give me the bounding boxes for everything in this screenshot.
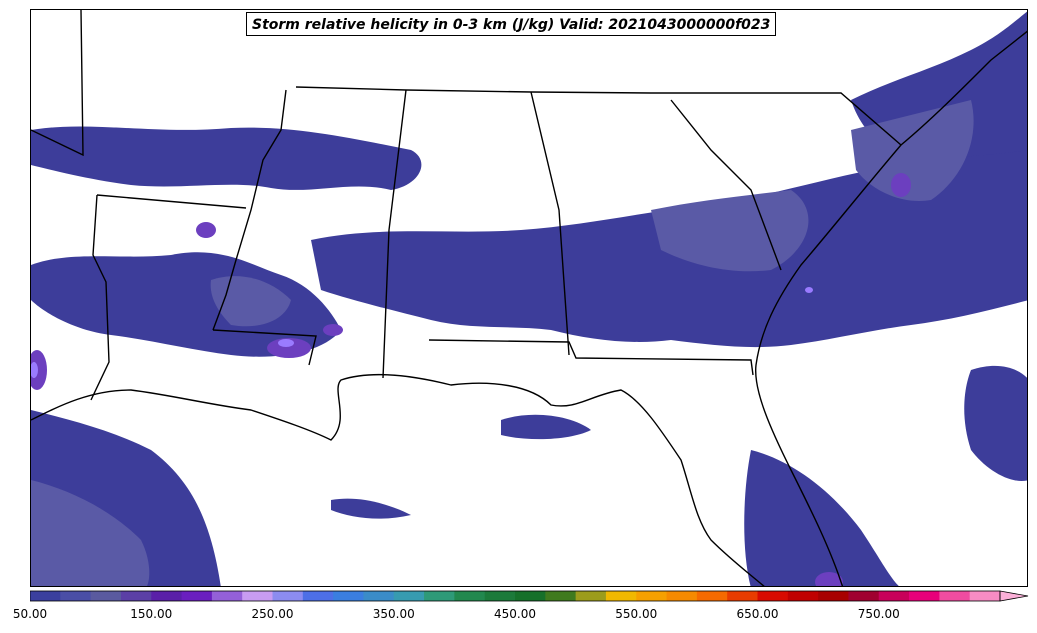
state-boundary-mississippi-alabama xyxy=(382,89,407,379)
helicity-region-atlantic-east xyxy=(964,365,1027,481)
state-boundary-tennessee-south xyxy=(295,86,731,94)
colorbar-tick-label: 750.00 xyxy=(857,607,900,621)
colorbar-swatch xyxy=(545,591,577,601)
helicity-region-gulf-central xyxy=(501,414,591,440)
helicity-peak-mississippi-south xyxy=(323,324,343,336)
helicity-mid-carolinas xyxy=(851,100,974,201)
helicity-region-gulf-east xyxy=(331,498,411,519)
colorbar-swatch xyxy=(242,591,273,601)
state-boundary-arkansas-missouri xyxy=(31,10,84,157)
coastline-atlantic xyxy=(754,30,1027,586)
colorbar-swatch xyxy=(636,591,668,601)
colorbar-swatch xyxy=(484,591,516,601)
colorbar-swatch xyxy=(605,591,637,601)
helicity-mid-gulf-sw xyxy=(31,480,150,586)
state-boundary-arkansas-louisiana xyxy=(96,194,247,209)
map-title: Storm relative helicity in 0-3 km (J/kg)… xyxy=(246,12,777,36)
colorbar-tick-label: 450.00 xyxy=(494,607,536,621)
boundary-lines xyxy=(31,10,1027,586)
state-boundary-alabama-georgia xyxy=(530,91,570,356)
colorbar-swatch xyxy=(909,591,940,601)
colorbar-swatch xyxy=(787,591,819,601)
colorbar-swatch xyxy=(302,591,334,601)
helicity-mid-mississippi xyxy=(210,276,291,327)
colorbar-swatch xyxy=(666,591,698,601)
colorbar-swatch xyxy=(120,591,152,601)
state-boundary-florida-north xyxy=(428,339,754,376)
coastline-gulf xyxy=(31,373,765,586)
helicity-field xyxy=(31,11,1027,586)
colorbar-swatch xyxy=(969,591,1001,601)
colorbar-swatch xyxy=(575,591,607,601)
helicity-peak-arkansas xyxy=(196,222,216,238)
colorbar-extend-arrow xyxy=(999,590,1029,602)
colorbar xyxy=(30,590,1029,602)
colorbar-swatch xyxy=(393,591,425,601)
helicity-peak-florida xyxy=(815,572,843,586)
helicity-max-east xyxy=(805,287,813,293)
colorbar-swatch xyxy=(757,591,789,601)
colorbar-swatch xyxy=(696,591,728,601)
colorbar-swatch xyxy=(30,591,61,601)
state-boundary-north-south-carolina xyxy=(731,92,902,146)
helicity-field-peak xyxy=(31,287,813,378)
helicity-mid-georgia xyxy=(651,190,809,272)
colorbar-swatch xyxy=(454,591,486,601)
colorbar-swatch xyxy=(515,591,546,601)
map-frame xyxy=(30,9,1028,587)
colorbar-tick-label: 550.00 xyxy=(615,607,658,621)
colorbar-tick-label: 650.00 xyxy=(736,607,779,621)
colorbar-outline xyxy=(30,590,1001,602)
helicity-max-louisiana xyxy=(278,339,294,347)
state-boundary-georgia-carolina xyxy=(670,99,782,271)
colorbar-swatch xyxy=(333,591,364,601)
colorbar-swatch xyxy=(151,591,183,601)
helicity-max-texas-edge xyxy=(31,362,38,378)
colorbar-swatch xyxy=(848,591,880,601)
state-boundary-louisiana-mississippi xyxy=(212,329,317,366)
helicity-field-mid xyxy=(31,100,974,586)
colorbar-tick-label: 350.00 xyxy=(372,607,415,621)
colorbar-swatch xyxy=(272,591,304,601)
state-boundary-texas-arkansas xyxy=(90,194,110,401)
helicity-region-north-arkansas xyxy=(31,126,422,190)
state-boundary-mississippi-river xyxy=(212,89,287,331)
colorbar-swatch xyxy=(60,591,92,601)
colorbar-tick-label: 250.00 xyxy=(251,607,294,621)
helicity-region-florida-south xyxy=(744,450,899,586)
colorbar-swatch xyxy=(424,591,455,601)
helicity-peak-carolina xyxy=(891,173,911,197)
colorbar-tick-label: 50.00 xyxy=(12,607,48,621)
colorbar-swatch xyxy=(939,591,971,601)
colorbar-swatch xyxy=(363,591,395,601)
colorbar-swatch xyxy=(211,591,243,601)
helicity-peak-texas-edge xyxy=(31,350,47,390)
colorbar-tick-label: 150.00 xyxy=(130,607,173,621)
colorbar-swatch xyxy=(878,591,910,601)
colorbar-swatch xyxy=(818,591,849,601)
colorbar-swatch xyxy=(90,591,122,601)
colorbar-swatch xyxy=(727,591,758,601)
map-canvas xyxy=(31,10,1027,586)
helicity-field-high xyxy=(31,173,911,586)
colorbar-swatch xyxy=(181,591,213,601)
